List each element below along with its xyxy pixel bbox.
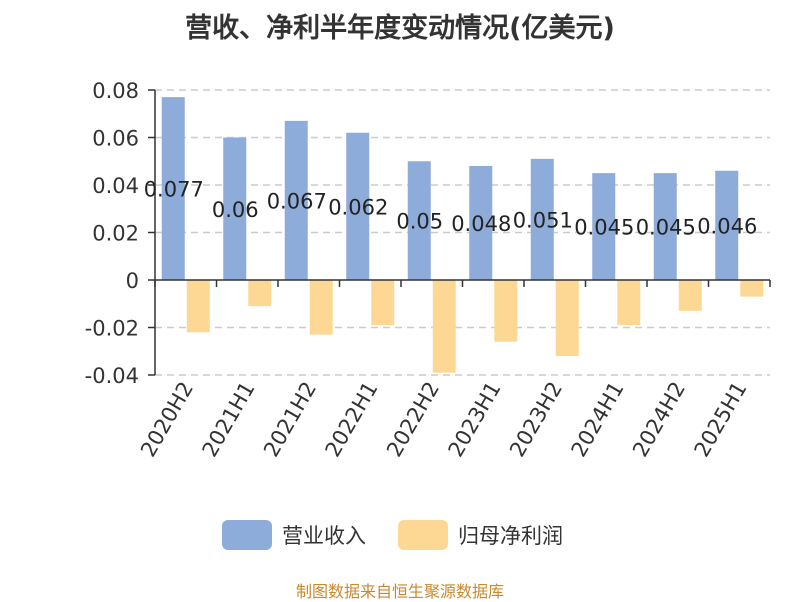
bar-revenue: [715, 170, 739, 280]
data-label-revenue: 0.051: [513, 208, 573, 232]
y-tick-label: 0.06: [92, 127, 139, 151]
bar-net-profit: [617, 280, 641, 326]
bar-net-profit: [186, 280, 210, 333]
bar-net-profit: [740, 280, 764, 297]
data-label-revenue: 0.062: [328, 195, 388, 219]
bar-net-profit: [309, 280, 333, 335]
y-tick-label: -0.04: [85, 364, 139, 388]
legend-item-net-profit[interactable]: 归母净利润: [398, 519, 563, 551]
data-label-revenue: 0.067: [267, 189, 327, 213]
bar-net-profit: [248, 280, 272, 307]
data-label-revenue: 0.045: [574, 216, 634, 240]
bar-revenue: [284, 120, 308, 280]
data-label-revenue: 0.045: [636, 216, 696, 240]
legend-label-net-profit: 归母净利润: [458, 524, 563, 548]
x-tick-label: 2024H1: [566, 378, 628, 462]
x-tick-label: 2022H2: [382, 378, 444, 462]
y-tick-label: 0.08: [92, 79, 139, 103]
data-label-revenue: 0.046: [697, 214, 757, 238]
x-tick-label: 2021H1: [197, 378, 259, 462]
x-tick-label: 2023H2: [505, 378, 567, 462]
bar-revenue: [161, 97, 185, 280]
bar-revenue: [653, 173, 677, 280]
bar-revenue: [407, 161, 431, 280]
x-tick-label: 2022H1: [320, 378, 382, 462]
x-tick-label: 2021H2: [259, 378, 321, 462]
legend-item-revenue[interactable]: 营业收入: [222, 519, 366, 551]
chart-title: 营收、净利半年度变动情况(亿美元): [185, 13, 615, 44]
y-tick-label: 0.04: [92, 174, 139, 198]
bar-revenue: [223, 137, 247, 280]
data-label-revenue: 0.048: [451, 212, 511, 236]
bars-layer: [161, 97, 764, 373]
bar-net-profit: [555, 280, 579, 356]
bar-net-profit: [371, 280, 395, 326]
bar-net-profit: [432, 280, 456, 373]
x-tick-label: 2023H1: [443, 378, 505, 462]
bar-revenue: [469, 166, 493, 280]
bar-net-profit: [678, 280, 702, 311]
data-label-revenue: 0.077: [144, 178, 204, 202]
legend-label-revenue: 营业收入: [282, 524, 366, 548]
grid-layer: [155, 89, 770, 376]
source-note: 制图数据来自恒生聚源数据库: [295, 582, 504, 601]
y-tick-label: 0: [126, 269, 139, 293]
bar-net-profit: [494, 280, 518, 342]
bar-revenue: [346, 132, 370, 280]
data-label-revenue: 0.05: [396, 210, 443, 234]
x-tick-label: 2024H2: [628, 378, 690, 462]
y-tick-label: -0.02: [85, 317, 139, 341]
legend-swatch-revenue: [222, 520, 272, 550]
legend-swatch-net-profit: [398, 520, 448, 550]
x-tick-label: 2025H1: [689, 378, 751, 462]
x-tick-label: 2020H2: [136, 378, 198, 462]
bar-revenue: [592, 173, 616, 280]
y-tick-label: 0.02: [92, 222, 139, 246]
bar-revenue: [530, 158, 554, 280]
data-label-revenue: 0.06: [212, 198, 259, 222]
